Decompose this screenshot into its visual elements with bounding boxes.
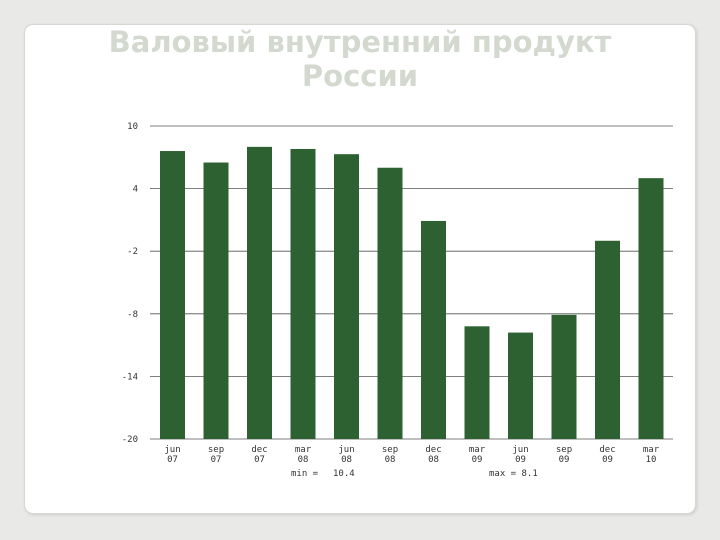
min-value: 10.4	[333, 469, 355, 479]
y-tick-label: -14	[122, 372, 138, 382]
y-tick-label: 4	[133, 185, 138, 195]
x-tick-label: jun 07	[164, 445, 180, 465]
y-axis-ticks: 10 4 -2 -8 -14 -20	[122, 122, 138, 445]
bar	[377, 167, 403, 439]
x-tick-label: jun 09	[512, 445, 528, 465]
x-tick-label: mar 09	[469, 445, 486, 465]
bar	[638, 178, 664, 439]
min-label: min =	[291, 469, 319, 479]
x-tick-label: sep 08	[382, 445, 398, 465]
x-tick-label: dec 09	[599, 445, 615, 465]
bar	[160, 151, 185, 440]
bar	[464, 326, 490, 439]
slide-panel	[24, 24, 696, 514]
y-tick-label: 10	[127, 122, 138, 132]
y-tick-label: -2	[127, 247, 138, 257]
grid-lines	[150, 125, 673, 440]
bars	[160, 146, 664, 440]
x-tick-label: sep 07	[208, 445, 224, 465]
bar	[334, 154, 359, 440]
x-tick-label: mar 08	[295, 445, 312, 465]
bar	[203, 162, 229, 439]
bar	[421, 220, 446, 439]
y-tick-label: -8	[127, 310, 138, 320]
x-tick-label: jun 08	[338, 445, 354, 465]
bar	[247, 146, 272, 439]
bar	[290, 148, 316, 439]
x-tick-label: sep 09	[556, 445, 572, 465]
y-tick-label: -20	[122, 435, 138, 445]
x-tick-label: mar 10	[643, 445, 660, 465]
title-line-1: Валовый внутренний продукт	[108, 25, 612, 59]
x-tick-label: dec 07	[251, 445, 267, 465]
bar	[595, 240, 620, 439]
chart-title: Валовый внутренний продукт России	[0, 25, 720, 93]
x-tick-label: dec 08	[425, 445, 441, 465]
bar	[551, 314, 577, 439]
title-line-2: России	[301, 59, 419, 93]
bar	[508, 332, 533, 439]
max-label: max = 8.1	[489, 469, 538, 479]
x-axis-ticks: jun 07 sep 07 dec 07 mar 08 jun 08 sep 08 dec 08 mar 09…	[164, 445, 659, 465]
